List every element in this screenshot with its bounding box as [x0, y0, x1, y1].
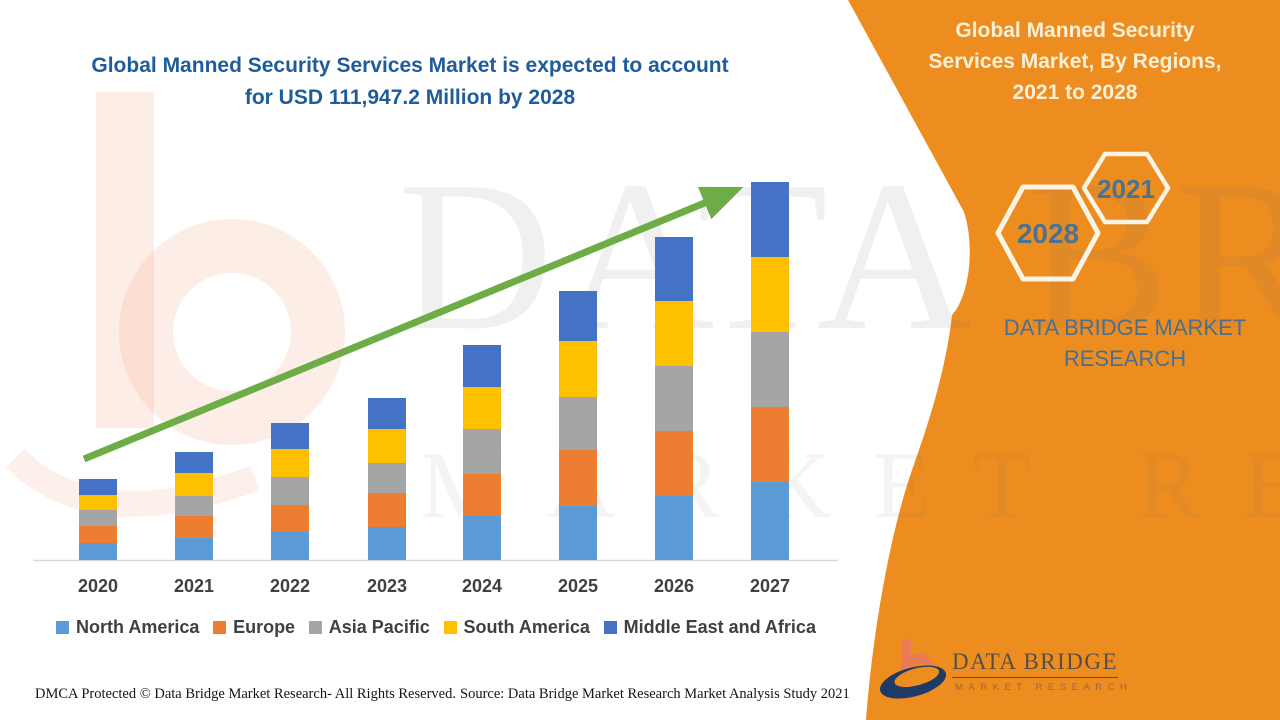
legend-label: Middle East and Africa	[623, 617, 816, 637]
brand-text: DATA BRIDGE MARKET RESEARCH	[960, 312, 1280, 374]
bar-segment-2023-north-america	[368, 527, 406, 560]
x-axis-label-2027: 2027	[750, 576, 790, 596]
main-title-line1: Global Manned Security Services Market i…	[91, 54, 729, 77]
bar-segment-2026-north-america	[655, 496, 693, 560]
bar-segment-2021-south-america	[175, 473, 213, 496]
bar-segment-2025-middle-east-and-africa	[559, 291, 597, 341]
bar-segment-2026-asia-pacific	[655, 366, 693, 431]
brand-text-line2: RESEARCH	[1063, 346, 1187, 371]
x-axis-label-2020: 2020	[78, 576, 118, 596]
bar-segment-2027-south-america	[751, 257, 789, 332]
bar-segment-2027-middle-east-and-africa	[751, 182, 789, 257]
bar-segment-2025-south-america	[559, 341, 597, 397]
hexagon-2028-label: 2028	[1016, 218, 1080, 249]
bar-segment-2025-north-america	[559, 506, 597, 560]
legend-item-asia-pacific: Asia Pacific	[308, 617, 430, 638]
x-axis-label-2022: 2022	[270, 576, 310, 596]
x-axis-label-2026: 2026	[654, 576, 694, 596]
legend-marker	[213, 621, 227, 634]
bar-segment-2024-north-america	[463, 516, 501, 560]
bar-segment-2024-middle-east-and-africa	[463, 345, 501, 387]
bar-segment-2026-south-america	[655, 301, 693, 366]
trend-arrow	[82, 186, 744, 463]
bar-segment-2020-middle-east-and-africa	[79, 479, 117, 495]
hexagon-2021-outline	[1081, 151, 1171, 225]
legend-marker	[603, 621, 617, 634]
legend-item-middle-east-and-africa: Middle East and Africa	[603, 617, 816, 638]
bar-segment-2024-asia-pacific	[463, 429, 501, 474]
bar-segment-2027-north-america	[751, 482, 789, 560]
right-panel-heading: Global Manned Security Services Market, …	[920, 15, 1230, 108]
bar-segment-2022-middle-east-and-africa	[271, 423, 309, 449]
bar-segment-2020-europe	[79, 526, 117, 543]
hexagon-2021-label: 2021	[1097, 174, 1155, 204]
bar-segment-2026-middle-east-and-africa	[655, 237, 693, 301]
legend-label: Asia Pacific	[328, 617, 430, 637]
bar-segment-2023-europe	[368, 493, 406, 527]
legend-item-europe: Europe	[213, 617, 295, 638]
legend-marker	[443, 621, 457, 634]
bar-segment-2020-north-america	[79, 543, 117, 560]
bar-segment-2022-south-america	[271, 449, 309, 477]
bar-segment-2020-south-america	[79, 495, 117, 510]
x-axis-label-2025: 2025	[558, 576, 598, 596]
chart-legend: North America Europe Asia Pacific South Ame…	[56, 617, 816, 638]
bar-segment-2021-middle-east-and-africa	[175, 452, 213, 473]
x-axis-label-2024: 2024	[462, 576, 502, 596]
right-heading-line2: Services Market, By Regions,	[928, 50, 1222, 73]
footer-source-text: Source: Data Bridge Market Research Mark…	[460, 686, 850, 702]
orange-panel-shape	[848, 0, 1280, 720]
bar-segment-2021-north-america	[175, 538, 213, 560]
bar-segment-2025-asia-pacific	[559, 397, 597, 450]
bar-segment-2022-asia-pacific	[271, 477, 309, 505]
x-axis-label-2021: 2021	[174, 576, 214, 596]
bar-segment-2021-asia-pacific	[175, 496, 213, 516]
bar-segment-2024-europe	[463, 474, 501, 516]
legend-item-north-america: North America	[56, 617, 199, 638]
bar-segment-2020-asia-pacific	[79, 510, 117, 526]
bar-segment-2024-south-america	[463, 387, 501, 429]
legend-label: North America	[76, 617, 200, 637]
bar-segment-2023-asia-pacific	[368, 463, 406, 493]
bar-segment-2023-south-america	[368, 429, 406, 463]
main-title: Global Manned Security Services Market i…	[40, 50, 780, 114]
main-title-line2: for USD 111,947.2 Million by 2028	[244, 86, 576, 109]
bar-segment-2022-europe	[271, 505, 309, 532]
logo-tagline-text: MARKET RESEARCH	[955, 682, 1133, 693]
right-heading-line3: 2021 to 2028	[1012, 81, 1138, 104]
right-heading-line1: Global Manned Security	[955, 19, 1195, 42]
bar-segment-2027-europe	[751, 407, 789, 482]
bar-segment-2022-north-america	[271, 532, 309, 560]
legend-label: South America	[463, 617, 590, 637]
legend-marker	[308, 621, 322, 634]
legend-item-south-america: South America	[443, 617, 590, 638]
bar-segment-2027-asia-pacific	[751, 332, 789, 407]
footer-dmca-text: DMCA Protected © Data Bridge Market Rese…	[35, 686, 456, 702]
bar-segment-2025-europe	[559, 450, 597, 506]
brand-text-line1: DATA BRIDGE MARKET	[1003, 315, 1247, 340]
watermark-big-text: DATA BRIDGE	[398, 136, 1280, 375]
bar-segment-2026-europe	[655, 431, 693, 496]
bar-segment-2023-middle-east-and-africa	[368, 398, 406, 429]
x-axis-label-2023: 2023	[367, 576, 407, 596]
logo-name-text: DATA BRIDGE	[952, 649, 1119, 678]
bar-segment-2021-europe	[175, 516, 213, 538]
legend-marker	[56, 621, 69, 634]
legend-label: Europe	[233, 617, 296, 637]
hexagon-2028-outline	[995, 184, 1101, 282]
